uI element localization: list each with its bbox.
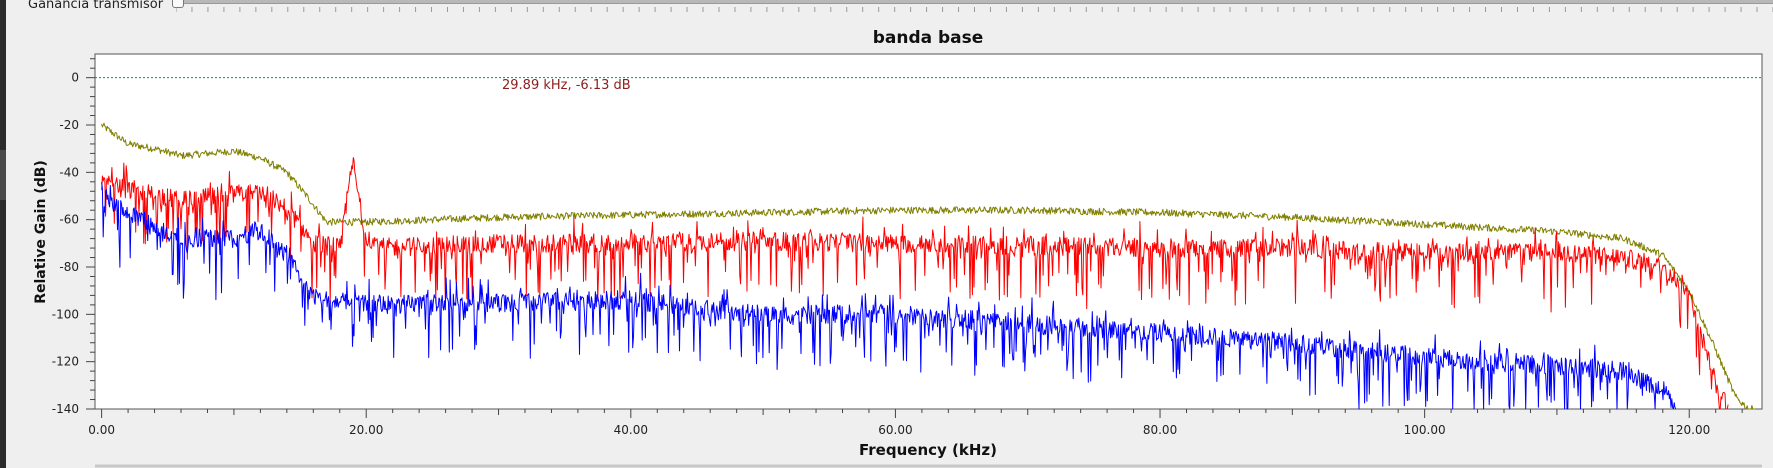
series-line-2: [101, 157, 1729, 410]
x-tick-label: 80.00: [1143, 423, 1177, 437]
y-tick-label: -120: [52, 355, 79, 369]
gain-row: Ganancia transmisor: [0, 0, 1773, 18]
series-line-3: [101, 182, 1677, 410]
x-tick-label: 0.00: [88, 423, 115, 437]
gain-label: Ganancia transmisor: [28, 0, 164, 12]
series-group: [101, 122, 1756, 410]
y-tick-label: -60: [59, 213, 79, 227]
gain-slider-handle[interactable]: [172, 0, 184, 8]
x-tick-label: 60.00: [878, 423, 912, 437]
plot-title: banda base: [873, 28, 984, 48]
x-tick-label: 120.00: [1668, 423, 1710, 437]
axis-ticks: [86, 58, 1762, 468]
x-tick-label: 100.00: [1404, 423, 1446, 437]
y-tick-label: -40: [59, 165, 79, 179]
y-tick-label: -100: [52, 307, 79, 321]
gain-slider-ticks: [176, 7, 1773, 12]
y-tick-label: -80: [59, 260, 79, 274]
window-edge-tab: [0, 150, 6, 200]
series-line-1: [101, 122, 1756, 410]
x-axis-label: Frequency (kHz): [859, 441, 997, 459]
marker-readout: 29.89 kHz, -6.13 dB: [502, 78, 631, 93]
x-tick-label: 40.00: [614, 423, 648, 437]
y-tick-label: -140: [52, 402, 79, 416]
gain-slider-track[interactable]: [176, 0, 1773, 4]
tick-labels: 0 -20 -40 -60 -80 -100 -120 -140 0.00 20.00 40.00 6…: [52, 71, 1710, 437]
y-tick-label: 0: [71, 71, 79, 85]
y-tick-label: -20: [59, 118, 79, 132]
y-axis-label: Relative Gain (dB): [33, 160, 49, 304]
x-tick-label: 20.00: [349, 423, 383, 437]
window-edge: [0, 0, 6, 468]
